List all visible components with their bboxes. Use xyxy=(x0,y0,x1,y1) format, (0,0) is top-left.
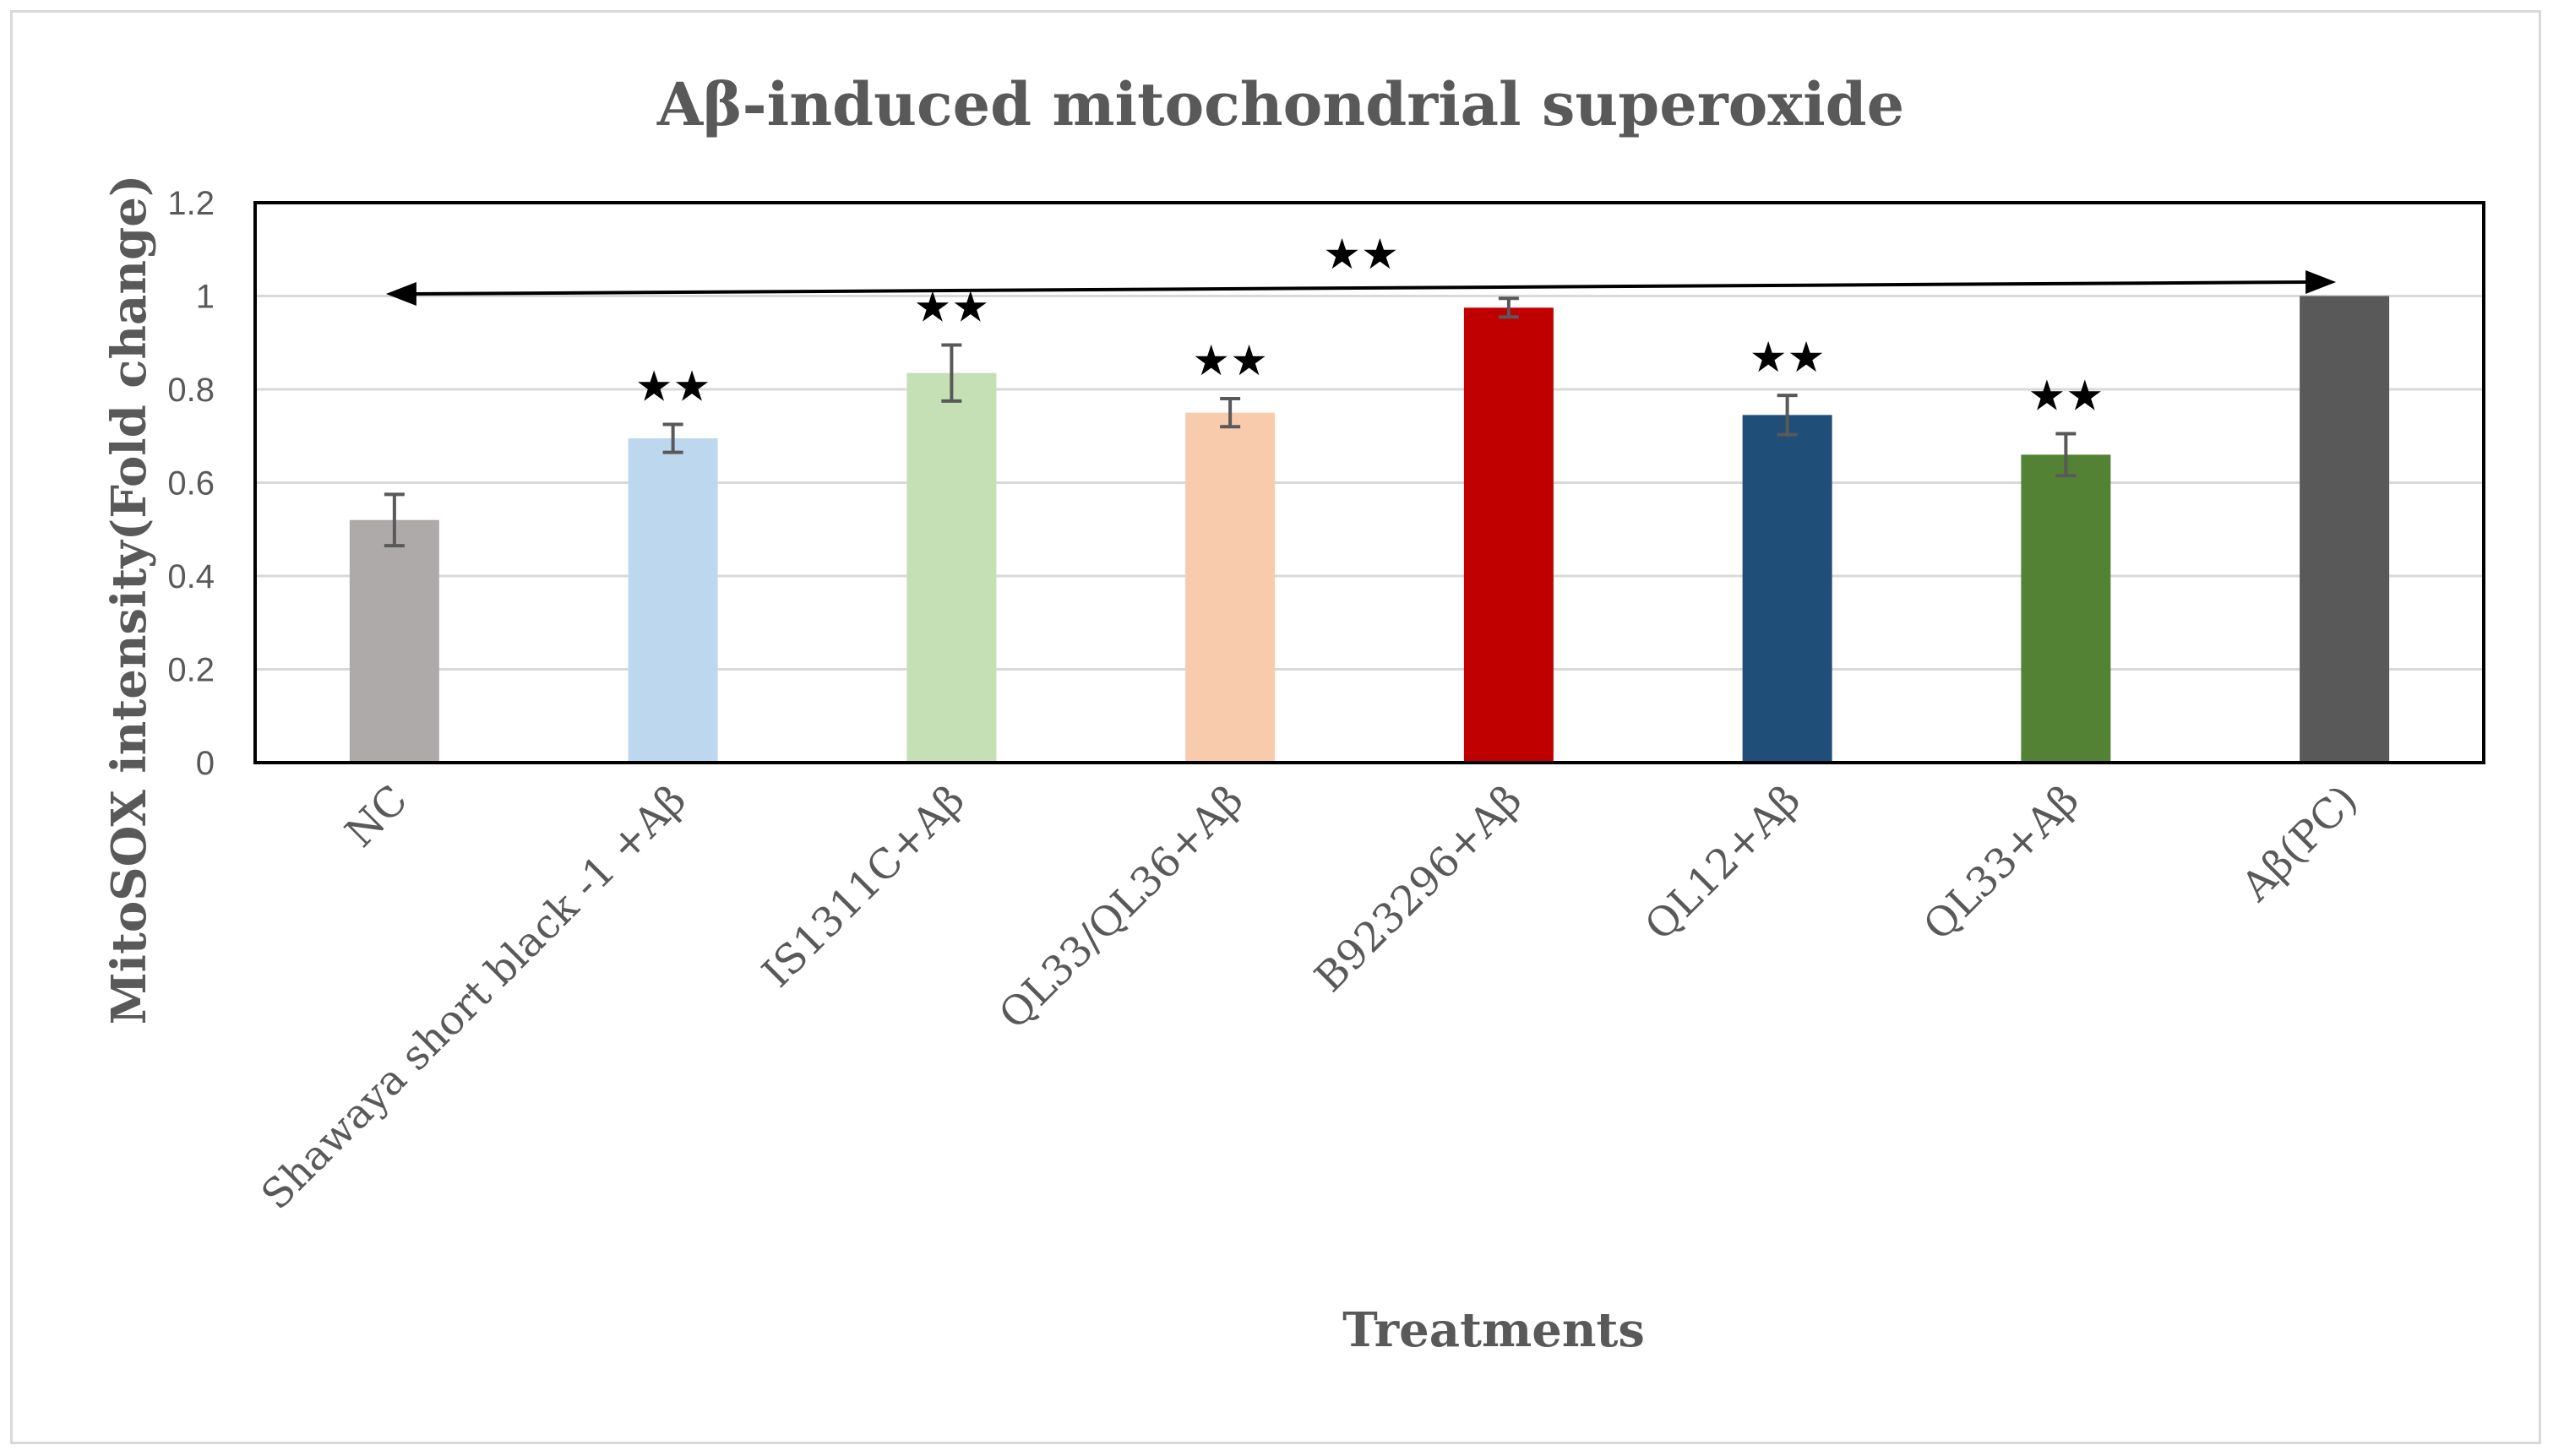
bracket-arrow-right xyxy=(2305,270,2337,294)
y-tick-label: 1.2 xyxy=(167,185,215,222)
bracket-line xyxy=(411,280,2311,296)
x-category-label: Aβ(PC) xyxy=(2232,776,2367,911)
bar xyxy=(2300,296,2390,763)
x-category-label: B923296+Aβ xyxy=(1306,776,1532,1002)
bracket-significance-label: ★★ xyxy=(1323,230,1399,279)
bar xyxy=(1742,415,1832,763)
y-tick-label: 1 xyxy=(196,279,215,316)
x-category-label: NC xyxy=(336,776,416,856)
x-category-label: QL33+Aβ xyxy=(1914,776,2088,950)
significance-marker: ★★ xyxy=(2028,371,2104,420)
bar xyxy=(349,519,439,763)
x-category-label: IS1311C+Aβ xyxy=(754,776,974,997)
x-category-label: QL12+Aβ xyxy=(1636,776,1810,950)
bar xyxy=(1185,412,1276,763)
chart-title: Aβ-induced mitochondrial superoxide xyxy=(656,69,1904,139)
significance-marker: ★★ xyxy=(635,361,711,410)
y-axis-title: MitoSOX intensity(Fold change) xyxy=(101,175,157,1025)
bar xyxy=(1463,307,1554,763)
y-tick-layer: 0 0.2 0.4 0.6 0.8 1 1.2 xyxy=(167,185,215,782)
bars-layer xyxy=(349,296,2390,763)
y-tick-label: 0.8 xyxy=(167,372,215,409)
x-category-label: Shawaya short black -1 +Aβ xyxy=(253,776,695,1219)
y-tick-label: 0.2 xyxy=(167,652,215,689)
significance-marker: ★★ xyxy=(1192,336,1268,385)
comparison-bracket: ★★ xyxy=(385,230,2337,306)
x-axis-title: Treatments xyxy=(1342,1302,1645,1358)
bar xyxy=(2021,454,2111,763)
bar xyxy=(906,372,997,763)
significance-layer: ★★★★★★ ★★★★ xyxy=(635,283,2104,421)
bracket-arrow-left xyxy=(385,282,416,306)
plot-area-border xyxy=(253,201,2485,764)
y-tick-label: 0.4 xyxy=(167,558,215,595)
error-bars-layer xyxy=(384,296,2077,548)
bar xyxy=(628,438,718,763)
y-tick-label: 0 xyxy=(196,745,215,782)
y-tick-label: 0.6 xyxy=(167,465,215,503)
x-category-label: QL33/QL36+Aβ xyxy=(990,776,1253,1039)
significance-marker: ★★ xyxy=(1750,333,1826,382)
